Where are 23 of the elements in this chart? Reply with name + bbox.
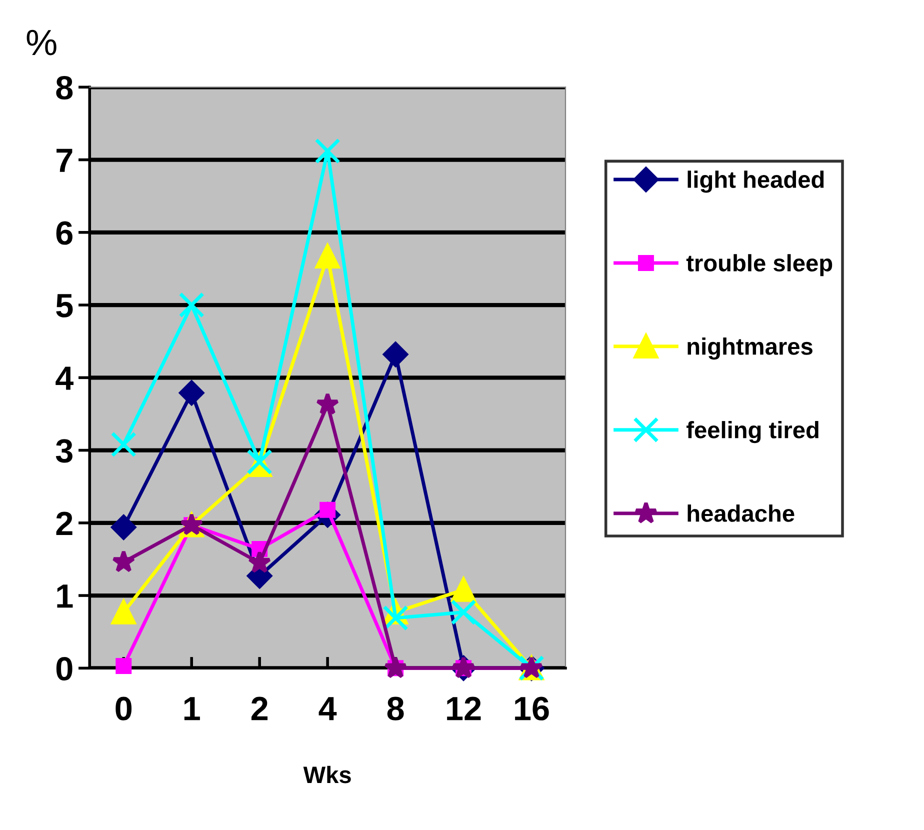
x-tick-label: 8 [387,696,404,720]
x-tick-label: 4 [318,697,337,720]
x-tick-label: 12 [447,696,481,720]
y-tick-label: 0 [56,656,72,681]
x-axis-title: Wks [303,766,351,784]
y-tick-label: 8 [56,76,73,100]
y-axis-title: % [26,30,56,56]
x-tick-label: 1 [184,697,200,720]
y-tick-label: 3 [56,439,72,463]
legend-label: headache [688,504,794,522]
legend-label: nightmares [688,338,812,360]
y-tick-label: 4 [56,366,74,390]
y-tick-label: 2 [56,512,72,535]
y-tick-label: 5 [56,294,73,318]
y-tick-label: 7 [56,148,72,172]
x-tick-label: 2 [251,696,268,720]
legend-label: trouble sleep [686,254,832,276]
y-tick-label: 6 [56,221,72,245]
x-tick-label: 0 [116,696,132,720]
legend-label: feeling tired [686,421,818,444]
legend-label: light headed [688,170,824,193]
x-tick-label: 16 [515,696,549,720]
y-tick-label: 1 [57,584,73,608]
